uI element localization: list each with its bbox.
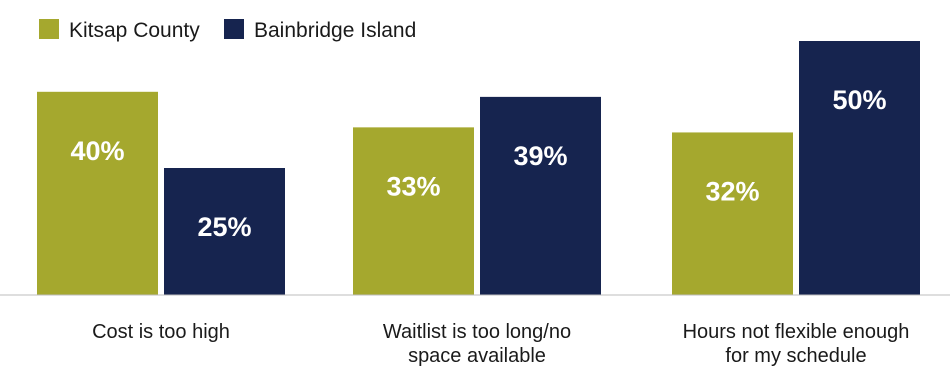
legend-label-kitsap-county: Kitsap County <box>69 19 200 42</box>
bar-kitsap-county-2 <box>353 127 474 295</box>
data-label-bainbridge-island-2: 39% <box>513 141 567 171</box>
legend: Kitsap County Bainbridge Island <box>39 19 416 42</box>
bar-bainbridge-island-1 <box>164 168 285 295</box>
data-label-kitsap-county-3: 32% <box>705 176 759 206</box>
category-label-3: Hours not flexible enough for my schedule <box>683 321 910 367</box>
bars-group: 40% 25% 33% 39% 32% 50% <box>37 41 920 295</box>
bar-kitsap-county-1 <box>37 91 158 295</box>
legend-item-bainbridge-island: Bainbridge Island <box>224 19 416 42</box>
legend-swatch-kitsap-county <box>39 19 59 39</box>
category-label-3-line-2: for my schedule <box>725 345 866 367</box>
data-label-kitsap-county-1: 40% <box>70 136 124 166</box>
category-label-1: Cost is too high <box>92 321 230 343</box>
data-label-bainbridge-island-1: 25% <box>197 212 251 242</box>
category-label-2: Waitlist is too long/no space available <box>383 321 571 367</box>
bar-bainbridge-island-2 <box>480 96 601 295</box>
category-labels: Cost is too high Waitlist is too long/no s… <box>92 321 909 367</box>
legend-swatch-bainbridge-island <box>224 19 244 39</box>
category-label-1-line-1: Cost is too high <box>92 321 230 343</box>
category-label-3-line-1: Hours not flexible enough <box>683 321 910 343</box>
category-label-2-line-1: Waitlist is too long/no <box>383 321 571 343</box>
category-label-2-line-2: space available <box>408 345 546 367</box>
legend-item-kitsap-county: Kitsap County <box>39 19 200 42</box>
legend-label-bainbridge-island: Bainbridge Island <box>254 19 416 42</box>
bar-kitsap-county-3 <box>672 132 793 295</box>
data-label-kitsap-county-2: 33% <box>386 171 440 201</box>
data-label-bainbridge-island-3: 50% <box>832 85 886 115</box>
bar-bainbridge-island-3 <box>799 41 920 295</box>
